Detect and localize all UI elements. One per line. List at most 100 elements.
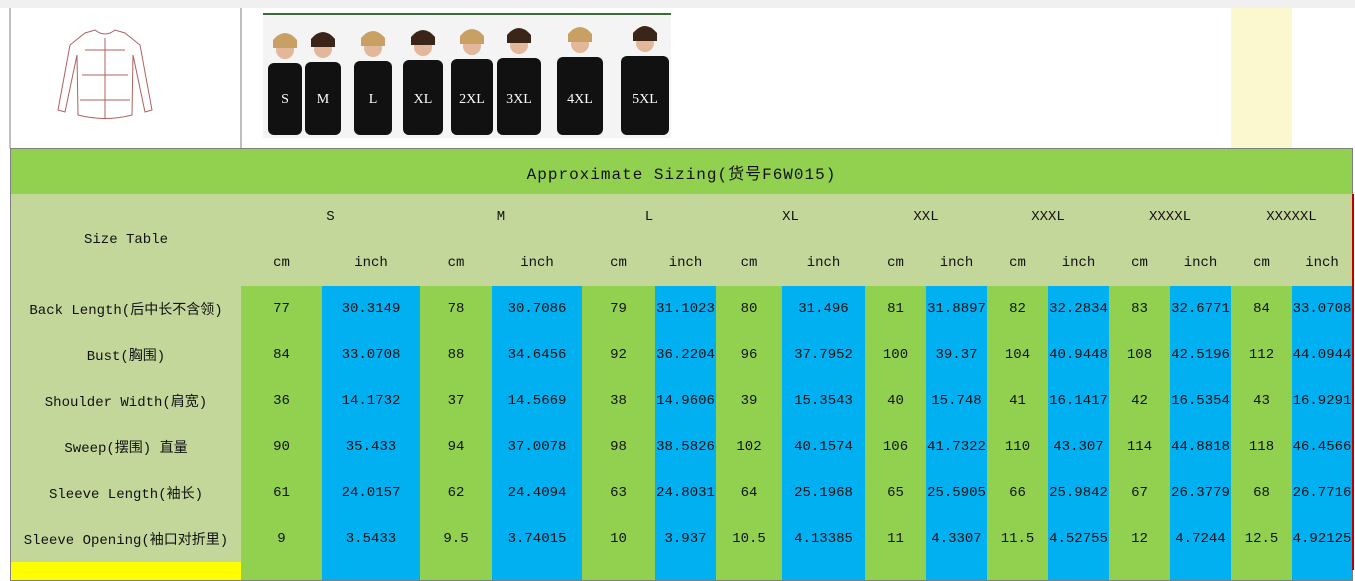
cm-value: 39 (716, 378, 783, 425)
cm-value: 118 (1231, 424, 1293, 471)
size-label: L (369, 92, 378, 107)
selected-column (1231, 8, 1292, 148)
inch-value: 44.0944 (1292, 332, 1353, 379)
inch-value: 44.8818 (1170, 424, 1232, 471)
empty-cell (1170, 562, 1232, 581)
cm-value: 12.5 (1231, 516, 1293, 563)
cm-value: 61 (241, 470, 323, 517)
inch-value: 4.13385 (782, 516, 866, 563)
inch-value: 3.74015 (492, 516, 583, 563)
size-header: L (582, 194, 717, 241)
cm-value: 66 (987, 470, 1049, 517)
cm-value: 94 (420, 424, 493, 471)
shirt (557, 57, 603, 135)
cm-value: 108 (1109, 332, 1171, 379)
empty-cell (782, 562, 866, 581)
row-label: Shoulder Width(肩宽) (10, 378, 242, 425)
cm-value: 65 (865, 470, 927, 517)
unit-header: cm (716, 240, 783, 287)
inch-value: 46.4566 (1292, 424, 1353, 471)
hair (273, 33, 297, 48)
cm-value: 83 (1109, 286, 1171, 333)
unit-header: cm (865, 240, 927, 287)
size-header: XXXXL (1109, 194, 1232, 241)
cm-value: 40 (865, 378, 927, 425)
cm-value: 67 (1109, 470, 1171, 517)
unit-header: inch (492, 240, 583, 287)
cm-value: 11.5 (987, 516, 1049, 563)
cm-value: 84 (1231, 286, 1293, 333)
unit-header: inch (1048, 240, 1110, 287)
size-header: XL (716, 194, 866, 241)
inch-value: 26.7716 (1292, 470, 1353, 517)
cm-value: 38 (582, 378, 656, 425)
shirt (305, 62, 341, 135)
shirt (621, 56, 669, 135)
cm-value: 37 (420, 378, 493, 425)
cm-value: 36 (241, 378, 323, 425)
inch-value: 39.37 (926, 332, 988, 379)
hair (311, 32, 335, 47)
size-header: M (420, 194, 583, 241)
hair (361, 31, 385, 46)
inch-value: 37.0078 (492, 424, 583, 471)
inch-value: 42.5196 (1170, 332, 1232, 379)
cm-value: 10.5 (716, 516, 783, 563)
cm-value: 110 (987, 424, 1049, 471)
cm-value: 78 (420, 286, 493, 333)
inch-value: 25.1968 (782, 470, 866, 517)
inch-value: 30.7086 (492, 286, 583, 333)
unit-header: cm (987, 240, 1049, 287)
cm-value: 10 (582, 516, 656, 563)
cm-value: 41 (987, 378, 1049, 425)
empty-cell (1109, 562, 1171, 581)
inch-value: 25.5905 (926, 470, 988, 517)
images: S M L XL 2XL 3XL 4XL 5XL (0, 0, 1355, 148)
inch-value: 31.496 (782, 286, 866, 333)
empty-cell (926, 562, 988, 581)
cm-value: 80 (716, 286, 783, 333)
cm-value: 43 (1231, 378, 1293, 425)
row-label: Bust(胸围) (10, 332, 242, 379)
size-label: 2XL (459, 92, 485, 107)
unit-header: inch (1170, 240, 1232, 287)
inch-value: 16.1417 (1048, 378, 1110, 425)
cm-value: 102 (716, 424, 783, 471)
models: S M L XL 2XL 3XL 4XL 5XL (268, 26, 669, 135)
inch-value: 25.9842 (1048, 470, 1110, 517)
inch-value: 26.3779 (1170, 470, 1232, 517)
inch-value: 15.3543 (782, 378, 866, 425)
inch-value: 16.5354 (1170, 378, 1232, 425)
cm-value: 92 (582, 332, 656, 379)
size-header: XXL (865, 194, 988, 241)
unit-header: inch (926, 240, 988, 287)
unit-header: cm (420, 240, 493, 287)
size-header: XXXL (987, 194, 1110, 241)
inch-value: 40.9448 (1048, 332, 1110, 379)
empty-cell (1292, 562, 1353, 581)
hair (460, 29, 484, 44)
shirt (403, 60, 443, 135)
empty-cell (1231, 562, 1293, 581)
size-label: S (281, 92, 289, 107)
inch-value: 3.937 (655, 516, 717, 563)
unit-header: cm (1231, 240, 1293, 287)
empty-cell (655, 562, 717, 581)
cm-value: 9.5 (420, 516, 493, 563)
inch-value: 33.0708 (322, 332, 421, 379)
size-label: XL (414, 92, 433, 107)
unit-header: inch (782, 240, 866, 287)
inch-value: 41.7322 (926, 424, 988, 471)
cm-value: 84 (241, 332, 323, 379)
shirt-sketch (57, 29, 153, 119)
empty-cell (322, 562, 421, 581)
shirt (268, 63, 302, 135)
size-header: S (241, 194, 421, 241)
size-label: 3XL (506, 92, 532, 107)
inch-value: 32.2834 (1048, 286, 1110, 333)
empty-cell (865, 562, 927, 581)
row-label: Sleeve Opening(袖口对折里) (10, 516, 242, 563)
inch-value: 31.8897 (926, 286, 988, 333)
inch-value: 24.4094 (492, 470, 583, 517)
